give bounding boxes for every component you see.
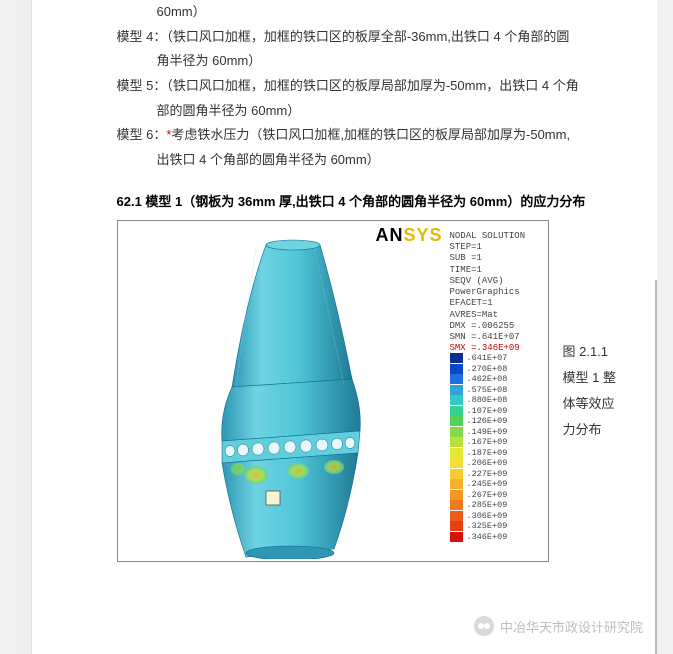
model-label: 模型 5： (117, 78, 167, 93)
caption-line-3: 体等效应 (563, 391, 633, 417)
ansys-info-block: NODAL SOLUTIONSTEP=1SUB =1TIME=1SEQV (AV… (450, 231, 526, 355)
legend-row: .126E+09 (450, 416, 508, 427)
legend-swatch (450, 532, 463, 542)
legend-swatch (450, 511, 463, 521)
legend-label: .167E+09 (467, 437, 508, 447)
legend-label: .285E+09 (467, 500, 508, 510)
legend-row: .306E+09 (450, 510, 508, 521)
color-legend: .641E+07.270E+08.462E+08.575E+08.880E+08… (450, 353, 508, 542)
model-text-line1: （铁口风口加框，加框的铁口区的板厚局部加厚为-50mm，出铁口 4 个角 (166, 78, 578, 93)
watermark-text: 中冶华天市政设计研究院 (500, 617, 643, 636)
model-entry: 模型 5：（铁口风口加框，加框的铁口区的板厚局部加厚为-50mm，出铁口 4 个… (117, 74, 637, 99)
section-62-1-title: 62.1 模型 1（钢板为 36mm 厚,出铁口 4 个角部的圆角半径为 60m… (117, 191, 637, 210)
ansys-info-line: DMX =.006255 (450, 321, 526, 332)
page-left-margin (17, 0, 32, 654)
legend-label: .267E+09 (467, 490, 508, 500)
legend-label: .227E+09 (467, 469, 508, 479)
legend-row: .107E+09 (450, 405, 508, 416)
legend-label: .462E+08 (467, 374, 508, 384)
ansys-info-line: TIME=1 (450, 265, 526, 276)
legend-swatch (450, 416, 463, 426)
figure-2-1-1: ANSYS NODAL SOLUTIONSTEP=1SUB =1TIME=1SE… (117, 220, 637, 562)
legend-row: .346E+09 (450, 531, 508, 542)
legend-row: .462E+08 (450, 374, 508, 385)
page-right-cut (655, 280, 657, 654)
caption-line-1: 图 2.1.1 (563, 339, 633, 365)
legend-row: .325E+09 (450, 521, 508, 532)
ansys-info-line: SEQV (AVG) (450, 276, 526, 287)
continuation-line: 60mm） (157, 0, 637, 25)
model-text-line2: 部的圆角半径为 60mm） (157, 99, 637, 124)
legend-row: .187E+09 (450, 447, 508, 458)
model-text-line1: （铁口风口加框，加框的铁口区的板厚全部-36mm,出铁口 4 个角部的圆 (166, 29, 569, 44)
legend-swatch (450, 395, 463, 405)
ansys-info-line: AVRES=Mat (450, 310, 526, 321)
caption-line-2: 模型 1 整 (563, 365, 633, 391)
legend-swatch (450, 437, 463, 447)
legend-swatch (450, 364, 463, 374)
furnace-model-render (138, 239, 438, 559)
ansys-info-line: SMN =.641E+07 (450, 332, 526, 343)
legend-label: .126E+09 (467, 416, 508, 426)
model-label: 模型 4： (117, 29, 167, 44)
legend-swatch (450, 458, 463, 468)
legend-label: .880E+08 (467, 395, 508, 405)
model-text-line2: 出铁口 4 个角部的圆角半径为 60mm） (157, 148, 637, 173)
legend-swatch (450, 448, 463, 458)
legend-label: .206E+09 (467, 458, 508, 468)
ansys-info-line: SUB =1 (450, 253, 526, 264)
legend-label: .306E+09 (467, 511, 508, 521)
ansys-info-line: EFACET=1 (450, 298, 526, 309)
legend-row: .206E+09 (450, 458, 508, 469)
legend-swatch (450, 479, 463, 489)
legend-row: .167E+09 (450, 437, 508, 448)
legend-swatch (450, 500, 463, 510)
wechat-icon (474, 616, 494, 636)
legend-swatch (450, 353, 463, 363)
ansys-info-line: PowerGraphics (450, 287, 526, 298)
model-entry: 模型 4：（铁口风口加框，加框的铁口区的板厚全部-36mm,出铁口 4 个角部的… (117, 25, 637, 50)
ansys-info-line: STEP=1 (450, 242, 526, 253)
legend-row: .227E+09 (450, 468, 508, 479)
legend-row: .245E+09 (450, 479, 508, 490)
legend-row: .575E+08 (450, 384, 508, 395)
legend-label: .346E+09 (467, 532, 508, 542)
legend-row: .880E+08 (450, 395, 508, 406)
legend-row: .267E+09 (450, 489, 508, 500)
legend-row: .285E+09 (450, 500, 508, 511)
figure-caption: 图 2.1.1 模型 1 整 体等效应 力分布 (563, 339, 633, 443)
ansys-info-line: NODAL SOLUTION (450, 231, 526, 242)
ansys-plot: ANSYS NODAL SOLUTIONSTEP=1SUB =1TIME=1SE… (117, 220, 549, 562)
legend-row: .270E+08 (450, 363, 508, 374)
legend-label: .187E+09 (467, 448, 508, 458)
legend-swatch (450, 427, 463, 437)
legend-label: .149E+09 (467, 427, 508, 437)
wechat-watermark: 中冶华天市政设计研究院 (474, 616, 643, 636)
legend-label: .245E+09 (467, 479, 508, 489)
caption-line-4: 力分布 (563, 417, 633, 443)
legend-label: .325E+09 (467, 521, 508, 531)
legend-swatch (450, 385, 463, 395)
legend-row: .641E+07 (450, 353, 508, 364)
legend-swatch (450, 374, 463, 384)
legend-swatch (450, 469, 463, 479)
model-label: 模型 6： (117, 127, 167, 142)
legend-label: .641E+07 (467, 353, 508, 363)
legend-label: .270E+08 (467, 364, 508, 374)
legend-swatch (450, 521, 463, 531)
legend-label: .575E+08 (467, 385, 508, 395)
model-entry: 模型 6：*考虑铁水压力（铁口风口加框,加框的铁口区的板厚局部加厚为-50mm, (117, 123, 637, 148)
model-text-line2: 角半径为 60mm） (157, 49, 637, 74)
legend-swatch (450, 406, 463, 416)
model-text-line1: 考虑铁水压力（铁口风口加框,加框的铁口区的板厚局部加厚为-50mm, (171, 127, 570, 142)
legend-swatch (450, 490, 463, 500)
legend-label: .107E+09 (467, 406, 508, 416)
legend-row: .149E+09 (450, 426, 508, 437)
